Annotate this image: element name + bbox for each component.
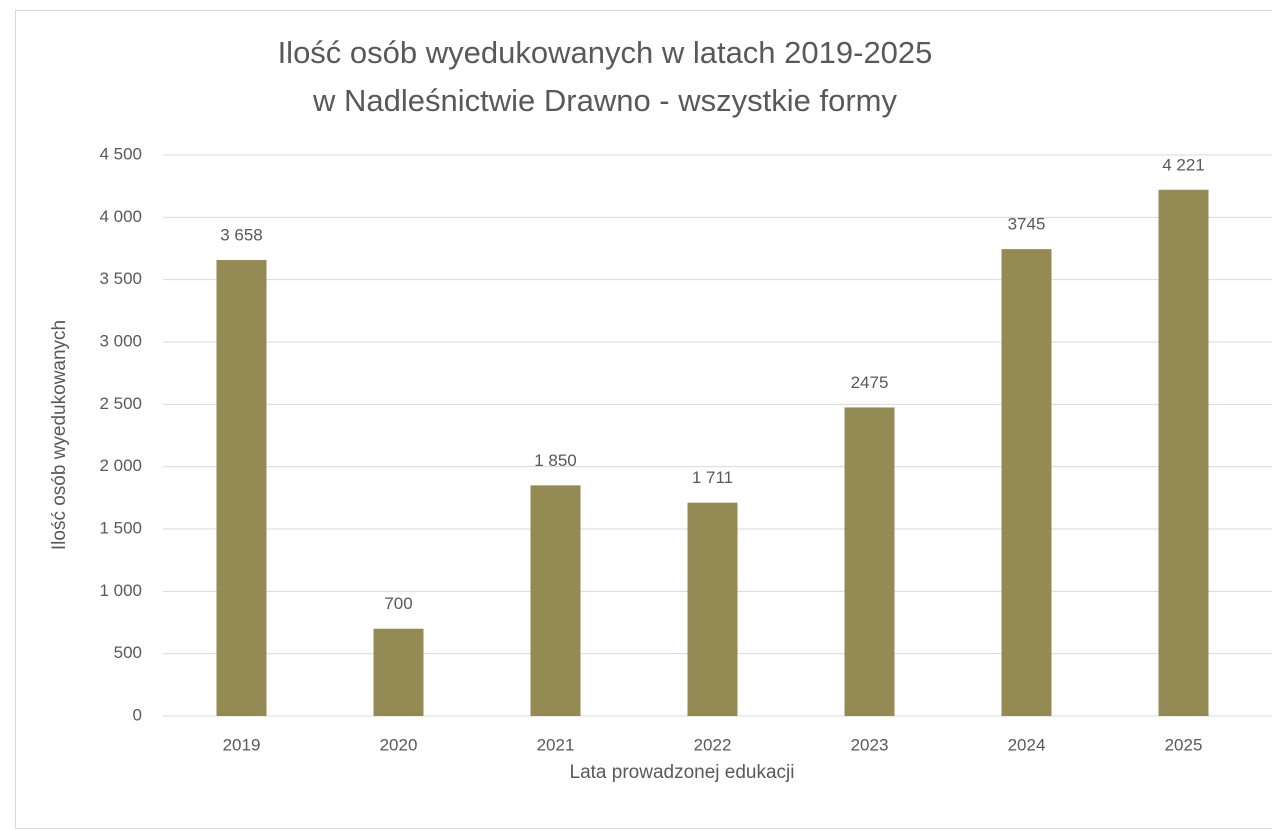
x-tick-label: 2019 <box>223 735 261 754</box>
bar <box>216 259 267 716</box>
x-tick-label: 2021 <box>537 735 575 754</box>
y-tick-label: 4 000 <box>99 207 142 226</box>
y-axis-title: Ilość osób wyedukowanych <box>49 320 70 550</box>
bar <box>844 407 895 716</box>
y-tick-label: 500 <box>114 643 142 662</box>
y-tick-label: 1 500 <box>99 518 142 537</box>
y-tick-label: 1 000 <box>99 581 142 600</box>
data-label: 1 850 <box>534 451 577 470</box>
data-label: 1 711 <box>692 468 733 487</box>
x-tick-label: 2024 <box>1008 735 1046 754</box>
x-tick-label: 2022 <box>694 735 732 754</box>
data-label: 3745 <box>1008 215 1046 234</box>
data-label: 4 221 <box>1162 155 1205 174</box>
chart-title: Ilość osób wyedukowanych w latach 2019-2… <box>278 35 933 70</box>
y-tick-label: 3 500 <box>99 269 142 288</box>
bar <box>687 502 738 716</box>
x-tick-label: 2020 <box>380 735 418 754</box>
y-tick-label: 3 000 <box>99 331 142 350</box>
x-tick-label: 2023 <box>851 735 889 754</box>
bar <box>373 628 424 716</box>
y-tick-label: 0 <box>133 705 142 724</box>
x-tick-label: 2025 <box>1165 735 1203 754</box>
bar <box>1158 189 1209 717</box>
y-tick-label: 2 500 <box>99 394 142 413</box>
bar <box>530 485 581 716</box>
bar <box>1001 249 1052 716</box>
data-label: 2475 <box>851 373 889 392</box>
y-tick-label: 4 500 <box>99 144 142 163</box>
chart-title: w Nadleśnictwie Drawno - wszystkie formy <box>312 83 897 118</box>
data-label: 700 <box>384 594 412 613</box>
y-tick-label: 2 000 <box>99 456 142 475</box>
chart-border <box>15 10 1272 829</box>
x-axis-title: Lata prowadzonej edukacji <box>570 762 795 783</box>
data-label: 3 658 <box>220 225 263 244</box>
